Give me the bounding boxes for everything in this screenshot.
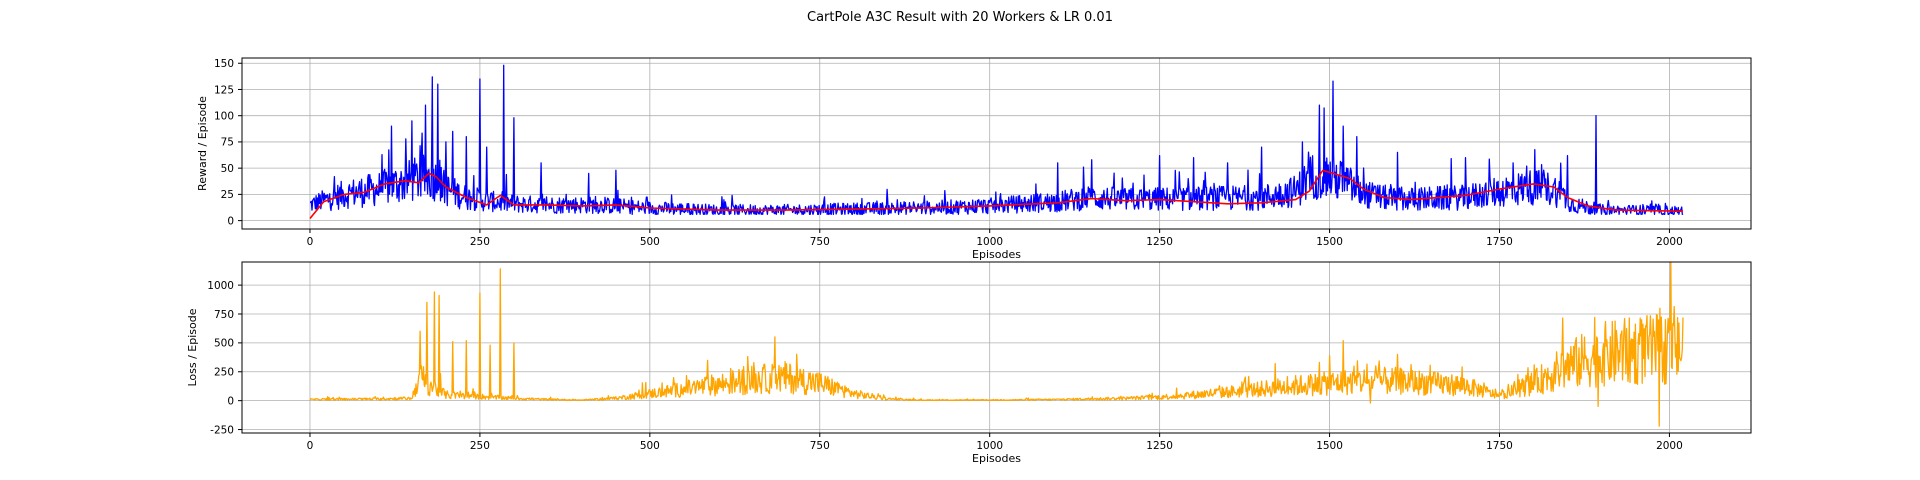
x-tick-label: 750 [810,236,830,248]
y-tick-label: -250 [210,424,234,436]
y-tick-label: 150 [214,58,234,70]
y-tick-label: 0 [227,395,234,407]
figure-title: CartPole A3C Result with 20 Workers & LR… [807,10,1113,25]
loss-axes: 0 250 500 750 1000 1250 1500 1750 2000 -250 0 250 50… [186,261,1752,465]
loss-series-line [309,262,1684,427]
y-tick-label: 25 [221,189,234,201]
y-axis-label: Reward / Episode [196,96,209,191]
x-tick-label: 500 [640,440,660,452]
y-axis-label: Loss / Episode [186,308,199,386]
x-tick-label: 1250 [1146,440,1173,452]
x-tick-label: 2000 [1656,440,1683,452]
x-tick-label: 1250 [1146,236,1173,248]
x-tick-label: 1500 [1316,236,1343,248]
y-tick-label: 0 [227,215,234,227]
x-tick-label: 250 [470,440,490,452]
x-tick-label: 1000 [976,236,1003,248]
y-tick-label: 50 [221,163,234,175]
y-tick-label: 100 [214,110,234,122]
reward-moving-average-line [309,169,1684,220]
x-tick-label: 0 [307,440,314,452]
y-tick-label: 1000 [207,280,234,292]
axes-frame [241,57,1752,230]
x-tick-label: 250 [470,236,490,248]
x-axis-label: Episodes [972,248,1021,261]
plot-area [309,64,1684,220]
y-tick-label: 500 [214,338,234,350]
x-tick-label: 750 [810,440,830,452]
y-tick-label: 750 [214,309,234,321]
reward-series-line [309,64,1684,215]
axes-frame [241,261,1752,434]
x-tick-label: 1750 [1486,440,1513,452]
x-tick-label: 0 [307,236,314,248]
x-tick-label: 2000 [1656,236,1683,248]
x-tick-label: 500 [640,236,660,248]
x-tick-label: 1750 [1486,236,1513,248]
y-tick-label: 75 [221,137,234,149]
x-tick-label: 1500 [1316,440,1343,452]
y-tick-label: 250 [214,367,234,379]
plot-area [309,262,1684,427]
x-axis-label: Episodes [972,452,1021,465]
reward-axes: 0 250 500 750 1000 1250 1500 1750 2000 0 25 50 75 100… [196,57,1752,261]
y-tick-label: 125 [214,84,234,96]
x-tick-label: 1000 [976,440,1003,452]
